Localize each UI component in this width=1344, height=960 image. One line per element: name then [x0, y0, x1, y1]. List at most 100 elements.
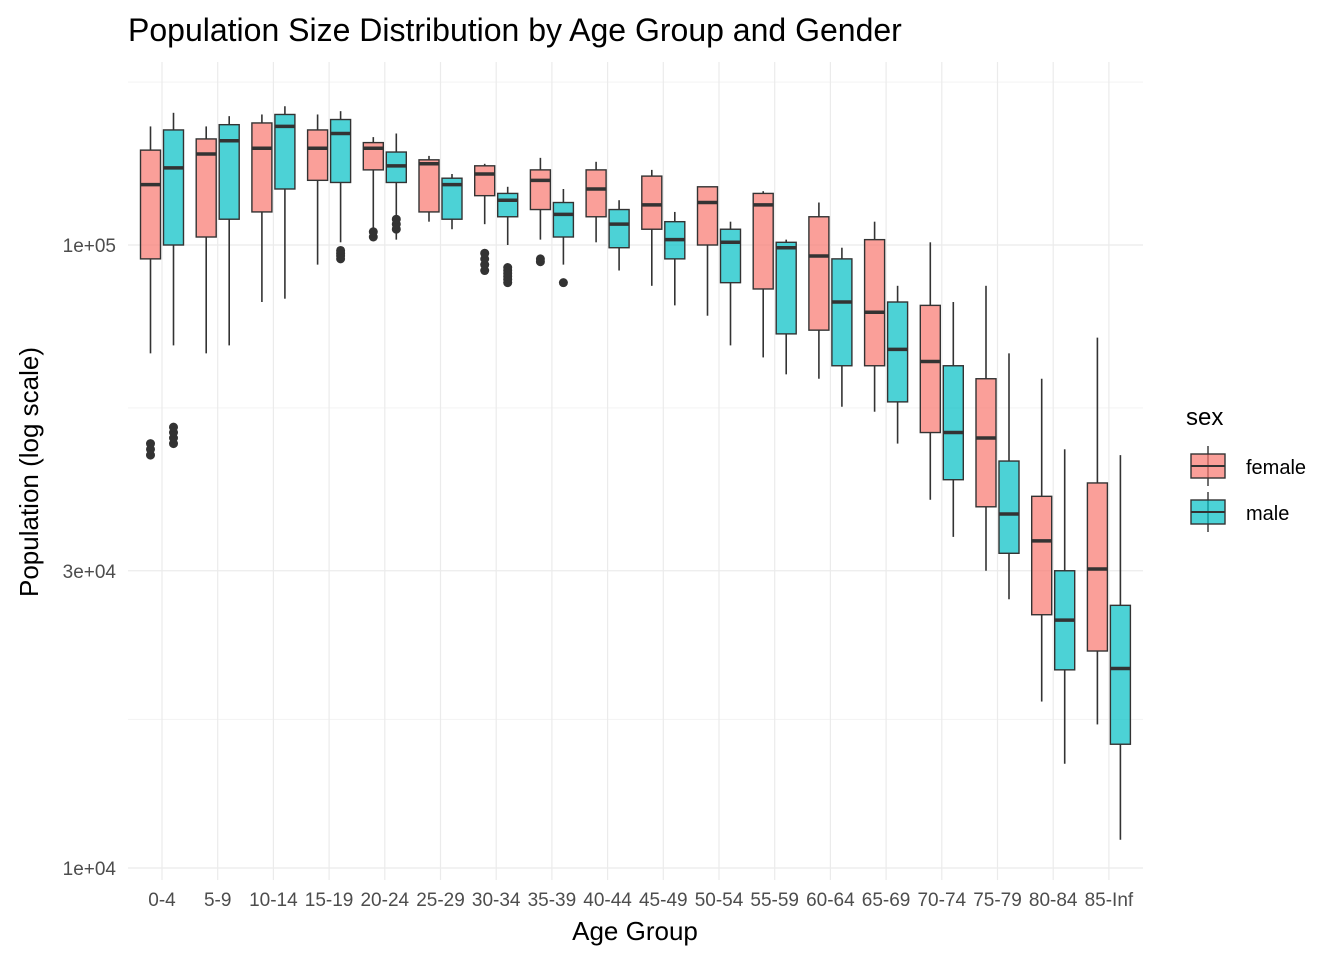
- box-female: [696, 186, 719, 316]
- box-female: [139, 126, 162, 460]
- box-male: [218, 116, 240, 346]
- box-iqr: [775, 241, 797, 335]
- box-iqr: [497, 192, 519, 218]
- box-iqr: [274, 113, 296, 190]
- x-axis-ticks: 0-4 5-9 10-14 15-19 20-24 25-29 30-34 35-39 40-4…: [148, 890, 1134, 911]
- x-tick-label: 60-64: [806, 890, 855, 911]
- y-tick-label: 1e+04: [63, 859, 117, 880]
- box-male: [441, 174, 463, 230]
- box-iqr: [585, 169, 607, 218]
- box-male: [497, 186, 519, 288]
- box-male: [719, 221, 742, 346]
- box-iqr: [808, 216, 830, 331]
- box-female: [251, 114, 273, 303]
- x-tick-label: 75-79: [973, 890, 1022, 911]
- x-tick-label: 70-74: [917, 890, 966, 911]
- box-female: [1030, 378, 1053, 702]
- box-iqr: [218, 123, 240, 220]
- legend-item-female: female: [1190, 446, 1306, 486]
- box-male: [162, 112, 185, 449]
- box-male: [329, 111, 352, 264]
- box-female: [306, 114, 329, 265]
- box-iqr: [998, 460, 1020, 554]
- box-female: [1086, 337, 1109, 725]
- box-iqr: [1109, 604, 1132, 745]
- outlier-point: [503, 263, 513, 273]
- box-female: [529, 157, 552, 267]
- box-iqr: [886, 301, 909, 403]
- legend-label: female: [1246, 457, 1306, 479]
- box-iqr: [696, 186, 719, 246]
- box-female: [474, 163, 496, 276]
- box-female: [808, 202, 830, 379]
- box-iqr: [251, 122, 273, 213]
- y-axis-title: Population (log scale): [14, 347, 44, 597]
- box-male: [274, 106, 296, 299]
- legend-title: sex: [1186, 404, 1223, 431]
- box-iqr: [975, 378, 997, 508]
- box-female: [975, 285, 997, 571]
- box-iqr: [1030, 495, 1053, 616]
- legend-label: male: [1246, 503, 1289, 525]
- box-iqr: [831, 258, 853, 367]
- box-female: [585, 161, 607, 243]
- x-axis-title: Age Group: [572, 916, 698, 946]
- y-axis-ticks: 1e+04 3e+04 1e+05: [63, 236, 117, 880]
- grid: [128, 62, 1143, 880]
- box-iqr: [863, 238, 886, 367]
- box-male: [608, 200, 630, 271]
- box-male: [775, 239, 797, 375]
- x-tick-label: 55-59: [750, 890, 799, 911]
- box-iqr: [942, 365, 964, 481]
- x-tick-label: 35-39: [528, 890, 577, 911]
- box-iqr: [195, 138, 217, 238]
- outlier-point: [391, 214, 401, 224]
- x-tick-label: 5-9: [204, 890, 231, 911]
- x-tick-label: 25-29: [416, 890, 465, 911]
- x-tick-label: 30-34: [472, 890, 521, 911]
- box-male: [831, 247, 853, 407]
- box-male: [886, 285, 909, 444]
- outlier-point: [480, 248, 490, 258]
- outlier-point: [368, 227, 378, 237]
- outlier-point: [535, 254, 545, 264]
- box-iqr: [139, 149, 162, 260]
- box-male: [998, 353, 1020, 600]
- x-tick-label: 65-69: [862, 890, 911, 911]
- chart-title: Population Size Distribution by Age Grou…: [128, 12, 902, 48]
- box-female: [362, 137, 384, 242]
- x-tick-label: 15-19: [305, 890, 354, 911]
- box-male: [1053, 449, 1076, 764]
- box-female: [863, 221, 886, 412]
- x-tick-label: 85-Inf: [1085, 890, 1134, 911]
- box-female: [752, 191, 774, 358]
- box-iqr: [552, 201, 575, 238]
- box-iqr: [441, 177, 463, 220]
- box-iqr: [641, 175, 663, 230]
- box-female: [641, 169, 663, 286]
- box-iqr: [1086, 482, 1109, 652]
- box-iqr: [474, 165, 496, 197]
- y-tick-label: 3e+04: [63, 562, 117, 583]
- box-female: [195, 126, 217, 354]
- legend-item-male: male: [1190, 492, 1289, 532]
- box-female: [418, 155, 440, 222]
- box-male: [385, 133, 407, 240]
- legend-keys: female male: [1190, 446, 1306, 532]
- y-tick-label: 1e+05: [63, 236, 116, 257]
- box-iqr: [529, 169, 552, 211]
- outlier-point: [146, 439, 155, 449]
- outlier-point: [558, 278, 568, 288]
- x-tick-label: 0-4: [148, 890, 176, 911]
- legend: sex female male: [1186, 404, 1306, 532]
- box-iqr: [418, 159, 440, 213]
- box-iqr: [608, 208, 630, 249]
- box-iqr: [752, 192, 774, 290]
- box-female: [919, 242, 941, 500]
- x-tick-label: 20-24: [360, 890, 409, 911]
- box-male: [942, 302, 964, 537]
- outlier-point: [336, 245, 346, 255]
- box-male: [552, 188, 575, 288]
- x-tick-label: 50-54: [695, 890, 744, 911]
